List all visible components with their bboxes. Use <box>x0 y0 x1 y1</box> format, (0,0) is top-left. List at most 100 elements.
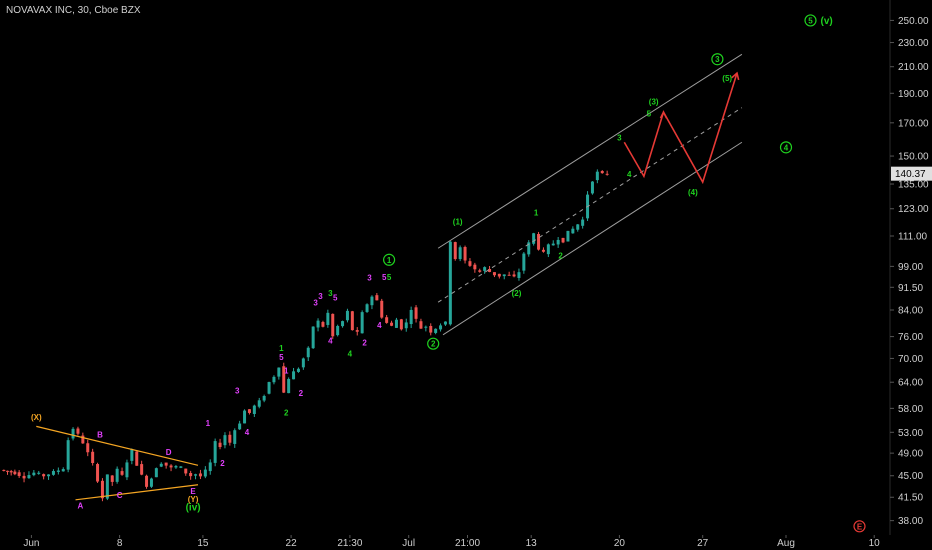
wave-label: 2 <box>362 338 367 347</box>
candle-body <box>61 469 65 472</box>
wave-label: 5 <box>382 273 387 282</box>
projection-path <box>623 72 738 185</box>
circled-wave-marker <box>711 53 724 66</box>
candle-body <box>203 469 207 477</box>
wave-label: 1 <box>284 367 289 376</box>
candle-body <box>453 242 457 260</box>
candle-body <box>360 312 364 334</box>
candle-body <box>257 400 261 407</box>
candle-body <box>541 249 545 252</box>
circled-wave-marker <box>853 520 866 533</box>
candle-body <box>208 462 212 472</box>
y-tick-label: 250.00 <box>898 16 929 27</box>
x-tick-label: 13 <box>526 538 538 549</box>
candle-body <box>213 441 217 463</box>
wave-label: 4 <box>348 350 353 359</box>
candle-body <box>590 181 594 194</box>
candle-body <box>527 242 531 255</box>
wave-label: 1 <box>534 208 539 217</box>
candle-body <box>306 347 310 358</box>
candle-body <box>517 272 521 278</box>
candle-body <box>595 171 599 181</box>
triangle-lower-line <box>75 484 199 501</box>
candle-body <box>443 321 447 325</box>
candle-body <box>277 367 281 377</box>
candle-body <box>272 376 276 383</box>
candle-body <box>194 474 198 476</box>
candle-body <box>238 423 242 430</box>
circled-wave-suffix: (v) <box>821 16 833 27</box>
candle-body <box>488 268 492 272</box>
candle-body <box>6 470 10 472</box>
candle-body <box>51 471 55 475</box>
candle-body <box>321 322 325 327</box>
candle-body <box>566 230 570 242</box>
triangle-upper-line <box>36 425 199 466</box>
candle-body <box>404 322 408 329</box>
candle-body <box>463 247 467 261</box>
x-tick-label: Jul <box>402 538 415 549</box>
candle-body <box>375 295 379 301</box>
wave-label: 2 <box>284 408 289 417</box>
candle-body <box>86 443 90 453</box>
wave-label: 1 <box>279 344 284 353</box>
candle-body <box>483 267 487 271</box>
candle-body <box>81 435 85 444</box>
wave-label: (1) <box>453 217 463 226</box>
wave-label: (4) <box>688 188 698 197</box>
current-price-label: 140.37 <box>895 169 926 180</box>
candle-body <box>252 405 256 414</box>
y-tick-label: 70.00 <box>898 354 923 365</box>
candle-body <box>576 224 580 230</box>
candle-body <box>110 475 114 482</box>
y-tick-label: 49.00 <box>898 449 923 460</box>
wave-label: D <box>166 448 172 457</box>
candle-body <box>385 317 389 323</box>
candle-body <box>233 430 237 444</box>
wave-label: (iv) <box>186 502 201 513</box>
candles <box>2 169 609 502</box>
candle-body <box>76 428 80 434</box>
candle-body <box>551 243 555 246</box>
candle-body <box>287 378 291 394</box>
candle-body <box>223 435 227 446</box>
wave-label: 3 <box>367 274 372 283</box>
y-tick-label: 53.00 <box>898 428 923 439</box>
candle-body <box>154 468 158 478</box>
circled-wave-label: 5 <box>808 16 813 25</box>
candle-body <box>429 326 433 333</box>
candle-body <box>434 328 438 333</box>
candle-body <box>522 253 526 271</box>
candle-body <box>571 228 575 234</box>
candle-body <box>331 313 335 337</box>
candle-body <box>267 382 271 394</box>
candle-body <box>130 449 134 461</box>
candle-body <box>120 471 124 475</box>
candle-body <box>37 472 41 474</box>
candle-body <box>512 274 516 277</box>
candle-body <box>174 466 178 468</box>
candle-body <box>135 451 139 466</box>
wave-label: 2 <box>220 459 225 468</box>
candle-body <box>537 234 541 250</box>
candle-body <box>100 480 104 499</box>
candle-body <box>292 371 296 380</box>
projection-arrowhead <box>731 71 740 81</box>
candle-body <box>66 440 70 470</box>
candle-body <box>71 428 75 439</box>
candle-body <box>365 304 369 312</box>
candle-body <box>473 264 477 270</box>
candle-body <box>184 468 188 474</box>
y-tick-label: 190.00 <box>898 89 929 100</box>
wave-label: A <box>78 501 84 510</box>
candle-body <box>448 241 452 325</box>
candle-body <box>419 321 423 329</box>
candle-body <box>380 300 384 318</box>
current-price-box <box>891 166 932 181</box>
y-tick-label: 41.50 <box>898 493 923 504</box>
candle-body <box>218 442 222 448</box>
candle-body <box>556 239 560 245</box>
candle-body <box>198 473 202 477</box>
y-tick-label: 111.00 <box>898 232 928 243</box>
